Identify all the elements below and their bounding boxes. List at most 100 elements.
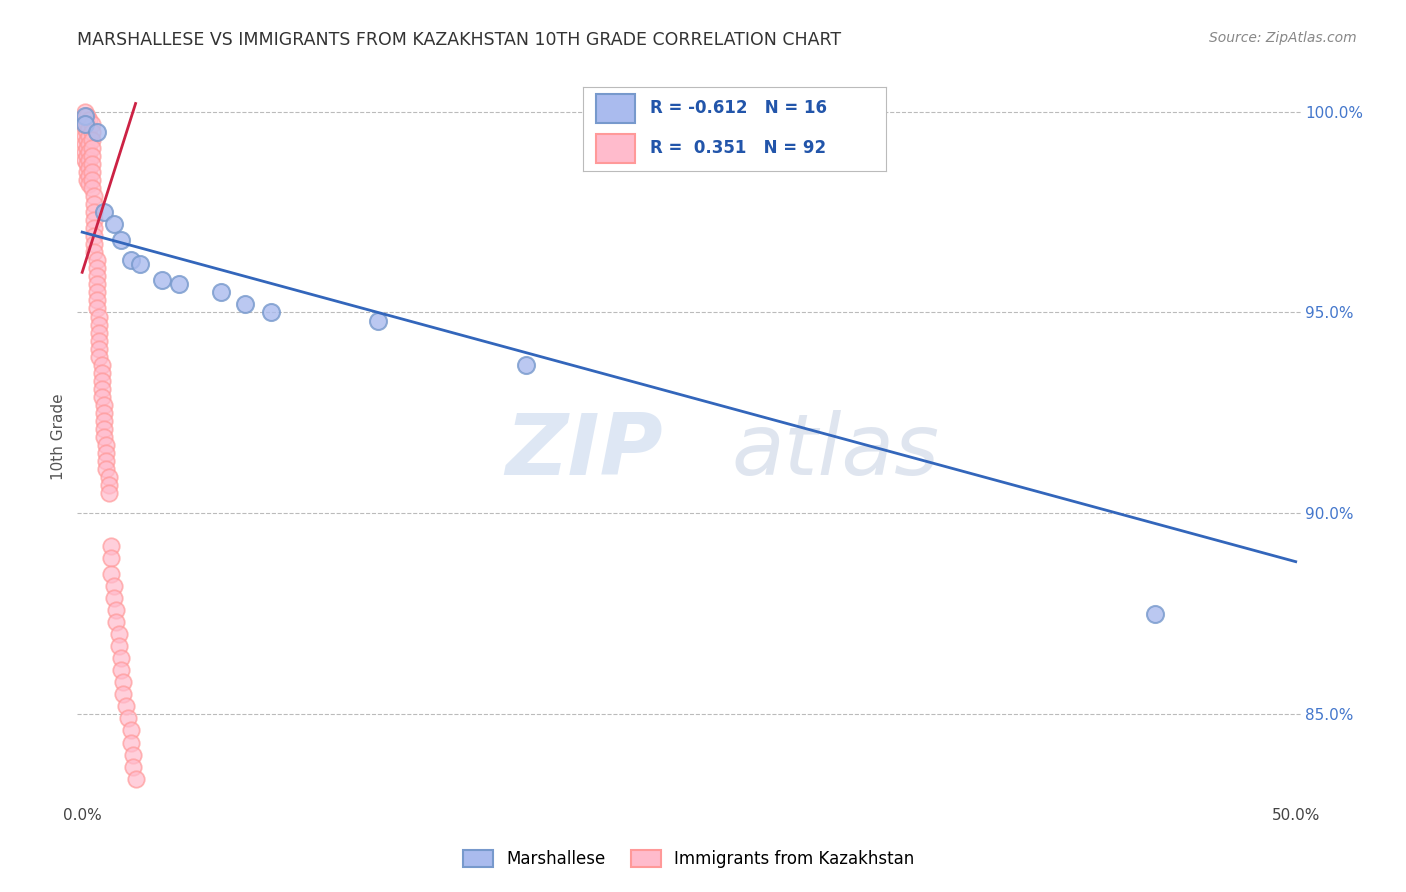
Point [80,173,103,187]
Point [90,382,112,396]
Point [80,125,103,139]
Point [79,136,101,151]
Point [73,153,96,167]
Point [86,261,108,276]
Point [83,197,105,211]
Point [1143,607,1166,621]
Legend: Marshallese, Immigrants from Kazakhstan: Marshallese, Immigrants from Kazakhstan [457,844,921,875]
Point [233,297,256,311]
Point [76,133,98,147]
Point [103,217,125,231]
Point [115,699,138,714]
Point [120,735,142,749]
Point [90,358,112,372]
Point [83,245,105,260]
Point [76,125,98,139]
Point [97,470,120,484]
Point [76,141,98,155]
Point [73,145,96,159]
Point [86,285,108,300]
Point [79,145,101,159]
Point [124,772,146,786]
Point [93,205,115,219]
Point [90,374,112,388]
Point [105,615,128,629]
Y-axis label: 10th Grade: 10th Grade [51,393,66,481]
Point [96,454,118,468]
Point [107,627,129,641]
Point [79,128,101,143]
Point [73,136,96,151]
Point [103,591,125,605]
Point [76,173,98,187]
Point [73,128,96,143]
Point [79,120,101,135]
Point [76,117,98,131]
Point [93,398,115,412]
Point [112,675,135,690]
Bar [596,95,636,123]
Point [93,406,115,420]
Point [110,233,132,247]
Point [122,747,145,762]
Point [150,273,173,287]
Point [80,117,103,131]
Point [73,120,96,135]
Point [80,141,103,155]
Point [86,301,108,316]
Point [169,277,191,292]
Point [97,486,120,500]
Point [103,579,125,593]
Point [76,149,98,163]
Point [79,161,101,175]
Point [86,277,108,292]
Point [79,169,101,183]
Point [86,269,108,284]
Point [96,462,118,476]
Point [93,422,115,436]
Point [260,305,283,319]
Point [110,663,132,677]
Point [89,310,111,324]
Text: MARSHALLESE VS IMMIGRANTS FROM KAZAKHSTAN 10TH GRADE CORRELATION CHART: MARSHALLESE VS IMMIGRANTS FROM KAZAKHSTA… [77,31,841,49]
Text: ZIP: ZIP [506,410,664,493]
Point [515,358,537,372]
Point [209,285,232,300]
Point [90,390,112,404]
Point [80,133,103,147]
Point [80,181,103,195]
Point [89,326,111,340]
Point [100,550,122,565]
Point [96,446,118,460]
Point [112,687,135,701]
Point [86,125,108,139]
Point [79,153,101,167]
Point [110,651,132,665]
Point [105,603,128,617]
Point [76,109,98,123]
Point [117,711,139,725]
Point [80,165,103,179]
Point [93,430,115,444]
Text: atlas: atlas [731,410,939,493]
Text: Source: ZipAtlas.com: Source: ZipAtlas.com [1209,31,1357,45]
Point [86,293,108,308]
Point [89,334,111,348]
Point [83,213,105,227]
Point [76,157,98,171]
Point [80,157,103,171]
Point [83,189,105,203]
Point [120,253,142,268]
Point [122,759,145,773]
Point [89,318,111,332]
Point [367,313,389,327]
Point [83,229,105,244]
Point [76,165,98,179]
Point [120,723,142,738]
Point [73,117,96,131]
Point [90,366,112,380]
Point [97,478,120,492]
Point [73,109,96,123]
Point [100,566,122,581]
Point [80,149,103,163]
